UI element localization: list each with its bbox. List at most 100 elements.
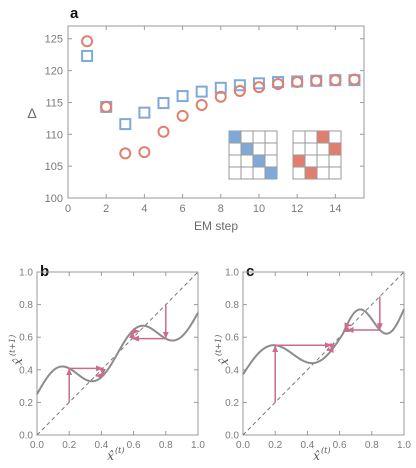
y-tick-label: 125 bbox=[45, 34, 63, 46]
panel-c-ylabel-base: x̂ bbox=[217, 358, 231, 365]
x-tick-label: 1.0 bbox=[397, 440, 411, 451]
square-marker bbox=[252, 77, 265, 90]
panel-b-xlabel: x̂ (t) bbox=[107, 446, 124, 463]
x-tick-label: 4 bbox=[141, 203, 147, 215]
x-tick-label: 0.0 bbox=[236, 440, 250, 451]
y-tick-label: 0.2 bbox=[225, 398, 239, 409]
circle-marker bbox=[195, 98, 208, 111]
y-tick-label: 0.8 bbox=[19, 300, 33, 311]
x-tick-label: 14 bbox=[329, 203, 341, 215]
circle-marker bbox=[291, 76, 304, 89]
y-tick-label: 120 bbox=[45, 66, 63, 78]
inset-filled-cell bbox=[305, 167, 317, 179]
circle-marker bbox=[138, 146, 151, 159]
circle-marker bbox=[214, 90, 227, 103]
panel-a-data bbox=[81, 35, 361, 160]
panel-c-xlabel: x̂ (t) bbox=[313, 446, 330, 463]
panel-a-xlabel: EM step bbox=[194, 219, 238, 233]
panel-a-ylabel: Δ bbox=[27, 105, 36, 121]
panel-c-chart: c 0.0 0.2 0.4 0.6 0.8 1.00.00.20.40.60.81.0 x… bbox=[214, 263, 411, 463]
panel-b-ylabel-sup: (t+1) bbox=[8, 335, 17, 356]
panel-a-ticks: 0 2 4 6 8 10 12 14 100 105 110 115 120 125 bbox=[45, 26, 364, 215]
inset-filled-cell bbox=[241, 143, 253, 155]
y-tick-label: 0.6 bbox=[225, 333, 239, 344]
square-marker bbox=[81, 49, 94, 62]
x-tick-label: 8 bbox=[218, 203, 224, 215]
square-marker bbox=[119, 118, 132, 131]
x-tick-label: 0.6 bbox=[127, 440, 141, 451]
panel-a-insets bbox=[228, 130, 342, 180]
y-tick-label: 105 bbox=[45, 161, 63, 173]
x-tick-label: 0 bbox=[65, 203, 71, 215]
circle-marker bbox=[329, 74, 342, 87]
inset-filled-cell bbox=[317, 131, 329, 143]
circle-marker bbox=[157, 125, 170, 138]
panel-c-plot bbox=[242, 271, 405, 436]
circle-marker bbox=[348, 73, 361, 86]
x-tick-label: 1.0 bbox=[191, 440, 205, 451]
panel-c-frame bbox=[242, 271, 405, 436]
x-tick-label: 0.8 bbox=[365, 440, 379, 451]
identity-line bbox=[242, 271, 405, 436]
panel-b-plot bbox=[36, 271, 199, 436]
y-tick-label: 110 bbox=[45, 129, 63, 141]
x-tick-label: 0.6 bbox=[333, 440, 347, 451]
y-tick-label: 0.4 bbox=[225, 365, 239, 376]
square-marker bbox=[233, 79, 246, 92]
x-tick-label: 0.0 bbox=[30, 440, 44, 451]
inset-filled-cell bbox=[253, 155, 265, 167]
circle-marker bbox=[252, 81, 265, 94]
y-tick-label: 0.8 bbox=[225, 300, 239, 311]
circle-marker bbox=[233, 84, 246, 97]
panel-c-xlabel-sup: (t) bbox=[321, 446, 330, 455]
panel-b-xlabel-sup: (t) bbox=[115, 446, 124, 455]
map-curve bbox=[36, 312, 199, 395]
square-marker bbox=[157, 97, 170, 110]
inset-filled-cell bbox=[229, 131, 241, 143]
panel-c-ticks: 0.0 0.2 0.4 0.6 0.8 1.0 0.0 0.2 0.4 0.6 0.8 1.0 bbox=[225, 268, 411, 452]
circle-marker bbox=[100, 100, 113, 113]
circle-marker bbox=[176, 109, 189, 122]
panel-c-ylabel-sup: (t+1) bbox=[214, 335, 223, 356]
y-tick-label: 0.4 bbox=[19, 365, 33, 376]
x-tick-label: 0.4 bbox=[300, 440, 314, 451]
circle-marker bbox=[272, 77, 285, 90]
y-tick-label: 115 bbox=[45, 97, 63, 109]
circle-marker bbox=[81, 35, 94, 48]
y-tick-label: 0.2 bbox=[19, 398, 33, 409]
y-tick-label: 1.0 bbox=[225, 268, 239, 279]
x-tick-label: 6 bbox=[180, 203, 186, 215]
x-tick-label: 0.2 bbox=[268, 440, 282, 451]
x-tick-label: 0.8 bbox=[159, 440, 173, 451]
panel-b-ylabel-base: x̂ bbox=[11, 358, 25, 365]
inset-filled-cell bbox=[265, 167, 277, 179]
y-tick-label: 0.0 bbox=[225, 431, 239, 442]
y-tick-label: 1.0 bbox=[19, 268, 33, 279]
x-tick-label: 10 bbox=[253, 203, 265, 215]
panel-c-xlabel-base: x̂ bbox=[313, 449, 320, 463]
panel-a-frame bbox=[67, 25, 365, 199]
inset-filled-cell bbox=[329, 143, 341, 155]
panel-c-ylabel: x̂ (t+1) bbox=[214, 335, 231, 365]
x-tick-label: 2 bbox=[103, 203, 109, 215]
x-tick-label: 0.2 bbox=[62, 440, 76, 451]
square-marker bbox=[195, 85, 208, 98]
y-tick-label: 0.6 bbox=[19, 333, 33, 344]
circle-marker bbox=[119, 147, 132, 160]
y-tick-label: 0.0 bbox=[19, 431, 33, 442]
panel-b-ticks: 0.0 0.2 0.4 0.6 0.8 1.0 0.0 0.2 0.4 0.6 0.8 1.0 bbox=[19, 268, 205, 452]
panel-a-label: a bbox=[70, 5, 79, 22]
panel-b-frame bbox=[36, 271, 199, 436]
panel-b-xlabel-base: x̂ bbox=[107, 449, 114, 463]
x-tick-label: 12 bbox=[291, 203, 303, 215]
x-tick-label: 0.4 bbox=[94, 440, 108, 451]
panel-b-chart: b 0.0 0.2 0.4 0.6 0.8 1.00.00.20.40.60.81.0 x… bbox=[8, 263, 205, 463]
circle-marker bbox=[310, 74, 323, 87]
panel-b-ylabel: x̂ (t+1) bbox=[8, 335, 25, 365]
y-tick-label: 100 bbox=[45, 193, 63, 205]
square-marker bbox=[176, 90, 189, 103]
inset-filled-cell bbox=[293, 155, 305, 167]
square-marker bbox=[214, 81, 227, 94]
